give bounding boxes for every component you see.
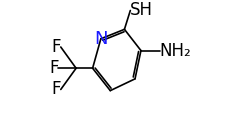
Text: F: F [51,38,60,56]
Text: F: F [51,81,60,98]
Text: NH₂: NH₂ [159,42,191,60]
Text: SH: SH [130,2,153,20]
Text: F: F [49,59,58,77]
Text: N: N [94,30,107,48]
